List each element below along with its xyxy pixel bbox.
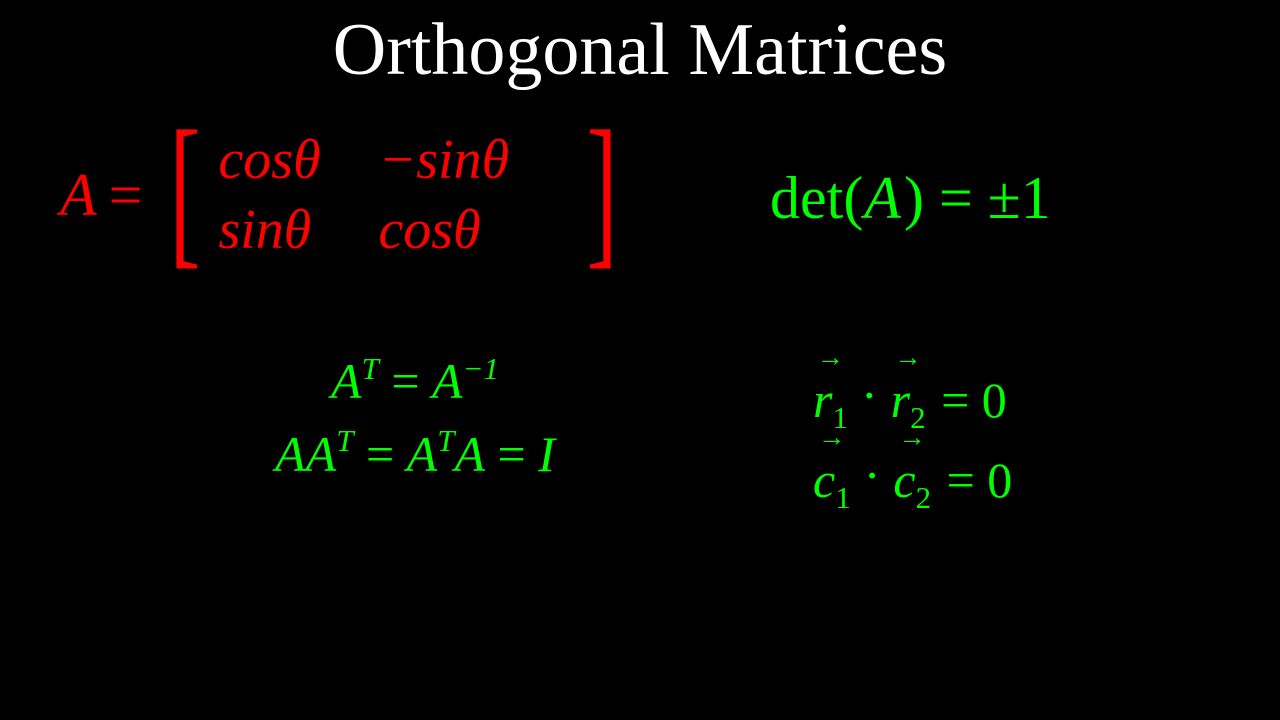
- matrix-body: cosθ −sinθ sinθ cosθ: [212, 125, 574, 265]
- AAT-A2: A: [306, 426, 337, 482]
- ATA-A1: A: [407, 426, 438, 482]
- cols-orthogonal: →c1·→c2 = 0: [810, 442, 1012, 522]
- determinant-equation: det(A) = ±1: [770, 164, 1051, 233]
- det-close-paren: ): [904, 165, 924, 231]
- vector-c1: →c1: [810, 442, 854, 522]
- prop-line-2: AAT = ATA = I: [205, 418, 625, 491]
- identity: I: [538, 426, 555, 482]
- matrix-cell-22: cosθ: [378, 195, 568, 265]
- det-symbol: A: [863, 165, 904, 231]
- ATA-A2: A: [454, 426, 485, 482]
- matrix-cell-21: sinθ: [218, 195, 378, 265]
- det-value: ±1: [988, 165, 1051, 231]
- det-open-paren: (: [843, 165, 863, 231]
- matrix-row-2: sinθ cosθ: [218, 195, 568, 265]
- AT-base: A: [331, 353, 362, 409]
- cols-equals-zero: = 0: [934, 452, 1012, 508]
- prop-line-1: AT = A−1: [205, 345, 625, 418]
- matrix-cell-11: cosθ: [218, 125, 378, 195]
- rotation-matrix-equation: A = [ cosθ −sinθ sinθ cosθ ]: [60, 125, 630, 265]
- left-bracket: [: [169, 125, 200, 256]
- det-label: det: [770, 165, 843, 231]
- transpose-inverse-properties: AT = A−1 AAT = ATA = I: [205, 345, 625, 490]
- orthogonality-properties: →r1·→r2 = 0 →c1·→c2 = 0: [810, 362, 1012, 522]
- prop2-equals1: =: [353, 426, 406, 482]
- right-bracket: ]: [587, 125, 618, 256]
- rows-equals-zero: = 0: [929, 372, 1007, 428]
- Ainv-base: A: [432, 353, 463, 409]
- AT-sup: T: [362, 351, 379, 386]
- dot-operator: ·: [854, 447, 891, 503]
- AAT-A1: A: [275, 426, 306, 482]
- prop1-equals: =: [379, 353, 432, 409]
- matrix-symbol: A: [60, 161, 97, 230]
- vector-c2: →c2: [890, 442, 934, 522]
- dot-operator: ·: [851, 367, 888, 423]
- matrix-cell-12: −sinθ: [378, 125, 568, 195]
- matrix-row-1: cosθ −sinθ: [218, 125, 568, 195]
- Ainv-sup: −1: [463, 351, 499, 386]
- equals-sign: =: [109, 161, 143, 230]
- det-equals: =: [924, 165, 988, 231]
- slide: Orthogonal Matrices A = [ cosθ −sinθ sin…: [0, 0, 1280, 720]
- ATA-sup: T: [437, 423, 454, 458]
- slide-title: Orthogonal Matrices: [0, 8, 1280, 93]
- AAT-sup: T: [336, 423, 353, 458]
- prop2-equals2: =: [485, 426, 538, 482]
